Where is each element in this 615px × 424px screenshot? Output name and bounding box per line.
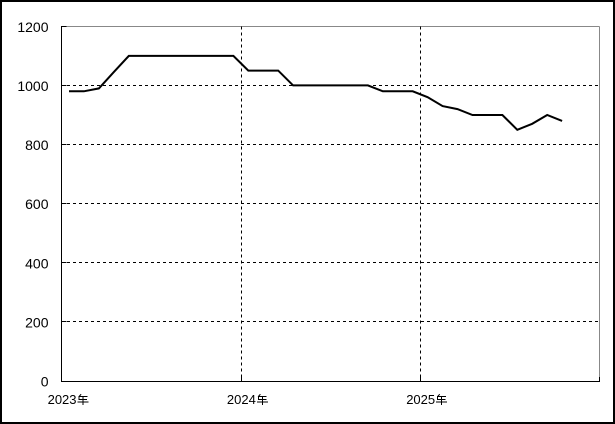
svg-text:1000: 1000 [17,78,48,94]
svg-text:600: 600 [25,196,49,212]
svg-text:1200: 1200 [17,19,48,35]
svg-text:0: 0 [41,374,49,390]
svg-text:800: 800 [25,137,49,153]
svg-text:2024: 2024 [227,392,256,407]
svg-text:400: 400 [25,255,49,271]
svg-text:2025: 2025 [406,392,435,407]
svg-text:2023: 2023 [48,392,77,407]
svg-text:200: 200 [25,314,49,330]
